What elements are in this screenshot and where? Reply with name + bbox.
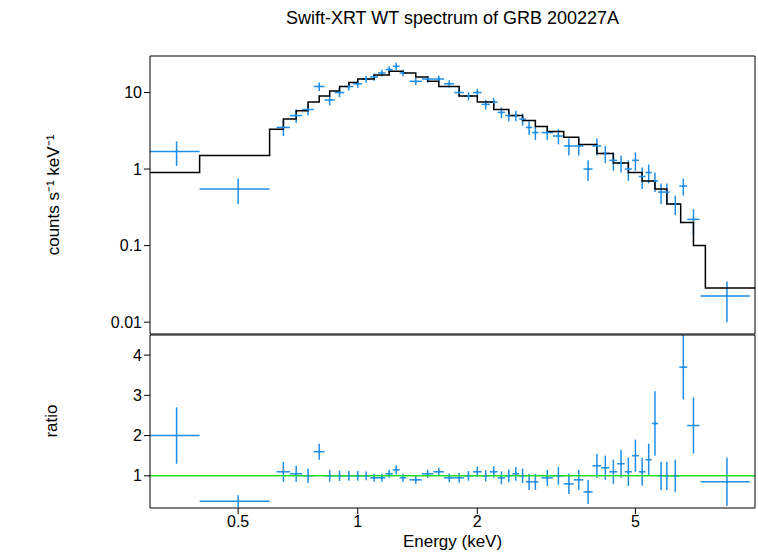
svg-text:2: 2 bbox=[473, 513, 482, 530]
svg-text:0.01: 0.01 bbox=[111, 314, 142, 331]
svg-text:1: 1 bbox=[133, 161, 142, 178]
svg-text:10: 10 bbox=[124, 84, 142, 101]
html-text:Swift-XRT WT spectrum of GRB 2: Swift-XRT WT spectrum of GRB 200227A bbox=[285, 8, 620, 28]
svg-text:2: 2 bbox=[133, 427, 142, 444]
svg-text:0.1: 0.1 bbox=[120, 237, 142, 254]
svg-text:4: 4 bbox=[133, 347, 142, 364]
html-text:ratio: ratio bbox=[42, 404, 61, 438]
svg-text:5: 5 bbox=[631, 513, 640, 530]
svg-text:3: 3 bbox=[133, 387, 142, 404]
svg-text:1: 1 bbox=[353, 513, 362, 530]
html-text:counts s⁻¹ keV⁻¹: counts s⁻¹ keV⁻¹ bbox=[43, 134, 63, 256]
html-text:Energy (keV): Energy (keV) bbox=[402, 532, 503, 551]
svg-text:0.5: 0.5 bbox=[227, 513, 249, 530]
svg-text:1: 1 bbox=[133, 467, 142, 484]
